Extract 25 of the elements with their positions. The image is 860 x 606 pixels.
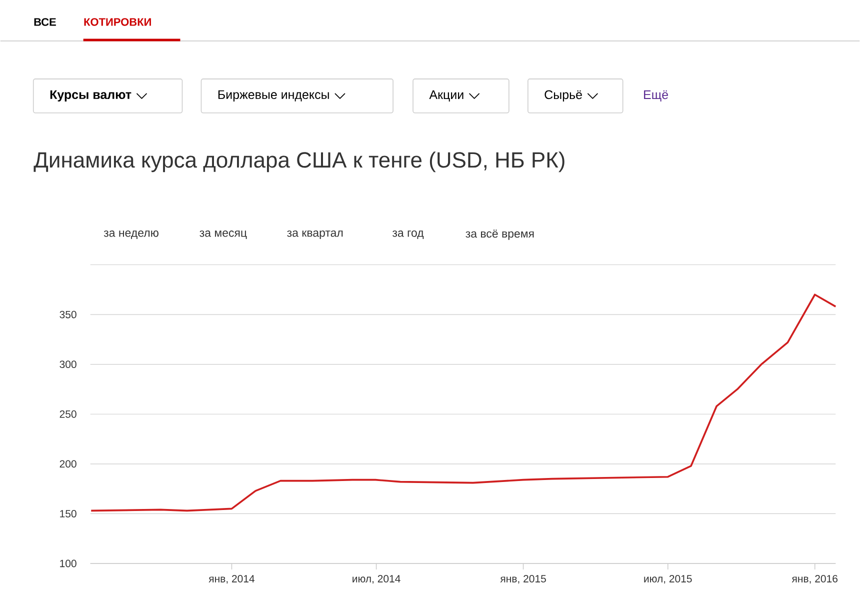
y-tick-label: 250 [60,410,76,418]
x-tick-label: июл, 2015 [644,574,692,584]
text: за год [392,230,424,239]
text: Биржевые индексы [218,90,329,102]
text: Ещё [644,90,668,102]
chart-title: Динамика курса доллара США к тенге (USD, НБ РК) [34,151,564,172]
line-series [90,294,837,512]
text: Курсы валют [50,90,132,102]
text: за месяц [200,230,247,239]
y-tick-label: 200 [60,460,76,468]
text: Сырьё [544,90,582,102]
y-tick-label: 350 [60,310,76,318]
y-tick-label: 300 [60,360,76,368]
text: за неделю [104,230,158,239]
text: за квартал [287,230,343,239]
text: за всё время [466,229,534,240]
text: ВСЕ [34,18,56,26]
x-tick-label: янв, 2014 [208,574,254,584]
text: КОТИРОВКИ [84,18,151,26]
y-tick-label: 150 [60,510,76,518]
x-tick-label: янв, 2015 [500,574,546,584]
y-tick-label: 100 [60,560,76,567]
x-tick-label: янв, 2016 [792,574,838,584]
text: Акции [429,90,464,102]
x-tick-label: июл, 2014 [352,574,400,584]
